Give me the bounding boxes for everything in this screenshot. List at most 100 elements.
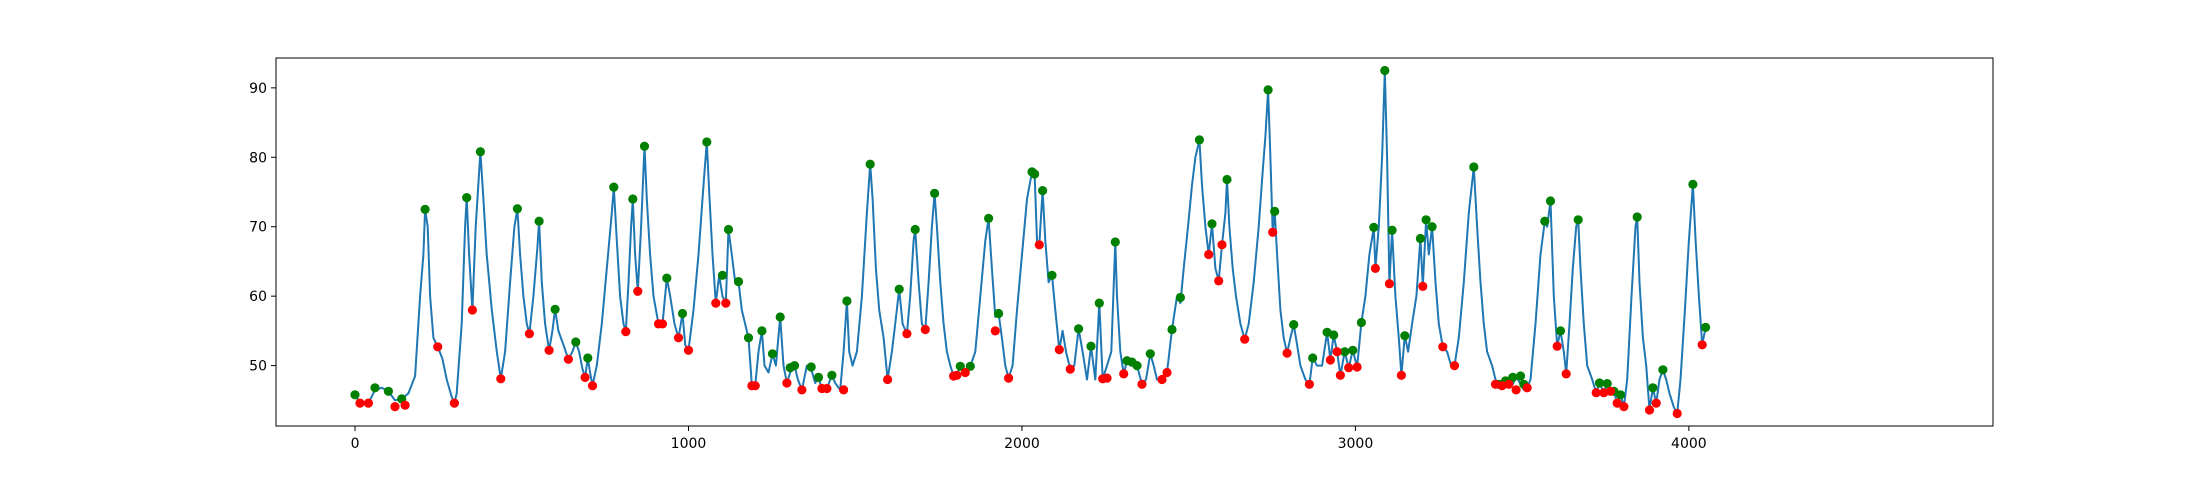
peak-point [1047, 270, 1057, 280]
peak-point [1289, 320, 1299, 330]
peak-point [1469, 162, 1479, 172]
trough-point [390, 402, 400, 412]
peak-point [1400, 331, 1410, 341]
peak-point [865, 159, 875, 169]
trough-point [822, 383, 832, 394]
peak-point [743, 333, 754, 343]
peak-point [1086, 341, 1096, 351]
peak-point [1701, 322, 1711, 332]
trough-point [400, 400, 410, 410]
peak-point [512, 204, 523, 214]
peak-point [1427, 222, 1437, 232]
peak-point [1356, 317, 1366, 328]
trough-point [1438, 342, 1448, 352]
peak-point [1508, 372, 1518, 382]
peak-point [1648, 383, 1658, 393]
trough-point [683, 345, 694, 355]
peak-point [1145, 349, 1155, 359]
peak-point [475, 147, 485, 157]
trough-point [1644, 405, 1655, 415]
trough-point [1344, 363, 1354, 373]
peak-point [1688, 179, 1698, 189]
trough-point [355, 398, 365, 408]
x-tick-label: 4000 [1671, 436, 1707, 452]
trough-point [1004, 373, 1014, 383]
peak-point [733, 277, 744, 287]
peak-point [827, 370, 837, 380]
peak-point [583, 353, 593, 363]
trough-point [1217, 240, 1227, 250]
peak-point [1030, 169, 1040, 179]
trough-point [1511, 385, 1521, 395]
trough-point [1672, 408, 1682, 419]
trough-point [1268, 227, 1278, 237]
trough-point [1504, 379, 1514, 389]
peak-point [1222, 174, 1232, 185]
trough-point [657, 319, 668, 329]
y-tick-label: 90 [249, 81, 267, 97]
peak-point [1308, 353, 1318, 363]
plot-area [276, 58, 1993, 426]
trough-point [1522, 383, 1532, 393]
y-tick-label: 70 [249, 220, 267, 236]
trough-point [1102, 373, 1112, 383]
peak-point [534, 216, 544, 226]
trough-point [1325, 355, 1335, 365]
peak-point [677, 308, 688, 319]
peak-point [994, 308, 1004, 319]
trough-point [1119, 369, 1129, 379]
trough-point [883, 374, 893, 385]
peak-point [894, 284, 904, 294]
peak-point [1175, 292, 1185, 303]
trough-point [1384, 279, 1394, 289]
trough-point [467, 305, 477, 315]
trough-point [580, 372, 590, 382]
trough-point [1240, 334, 1250, 344]
peak-point [965, 361, 975, 371]
peak-point [1167, 324, 1177, 335]
x-tick-label: 0 [351, 436, 360, 452]
peak-point [1270, 206, 1280, 216]
peak-point [1074, 324, 1084, 334]
trough-point [1162, 367, 1172, 378]
peak-point [1658, 365, 1668, 375]
trough-point [839, 385, 849, 395]
peak-point [1132, 361, 1142, 371]
trough-point [1591, 388, 1601, 398]
peak-point [1515, 371, 1526, 381]
peak-point [757, 326, 767, 336]
trough-point [433, 342, 443, 352]
peak-point [550, 304, 560, 314]
trough-point [1605, 386, 1616, 396]
trough-point [1396, 370, 1406, 380]
trough-point [1697, 340, 1707, 350]
trough-point [1034, 240, 1044, 250]
trough-point [1552, 341, 1562, 351]
trough-point [750, 381, 760, 391]
trough-point [363, 398, 373, 408]
trough-point [1332, 347, 1342, 357]
x-axis: 0 1000 2000 3000 4000 [351, 426, 1707, 452]
peak-point [1540, 216, 1550, 226]
peak-point [930, 188, 940, 198]
peak-markers [350, 65, 1711, 404]
trough-point [621, 327, 631, 337]
trough-point [1619, 402, 1629, 412]
trough-point [990, 326, 1000, 336]
peak-point [1555, 326, 1566, 336]
y-axis: 50 60 70 80 90 [249, 81, 276, 375]
peak-point [639, 141, 650, 151]
trough-point [1282, 348, 1292, 358]
peak-point [955, 361, 965, 371]
peak-point [1263, 85, 1273, 95]
peak-point [723, 224, 734, 235]
trough-point [782, 378, 792, 388]
trough-point [563, 354, 574, 364]
trough-point [1214, 276, 1224, 286]
y-tick-label: 60 [249, 289, 267, 305]
y-tick-label: 50 [249, 359, 267, 375]
trough-point [524, 329, 535, 339]
peak-point [1573, 215, 1583, 225]
trough-point [902, 329, 912, 339]
